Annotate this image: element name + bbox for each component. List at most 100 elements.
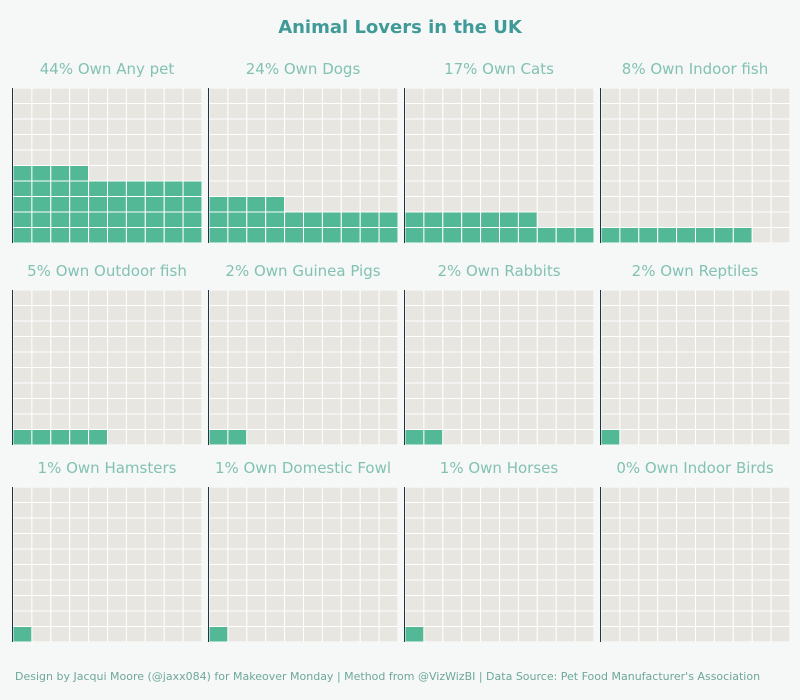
panel-label: 44% Own Any pet [39, 60, 175, 78]
waffle-cell-empty [125, 564, 146, 581]
waffle-cell-empty [770, 367, 790, 384]
waffle-cell-empty [405, 88, 425, 104]
waffle-cell-filled [182, 180, 202, 197]
waffle-cell-empty [182, 564, 202, 581]
waffle-cell-empty [638, 165, 659, 182]
waffle-cell-empty [209, 88, 229, 104]
waffle-cell-empty [638, 196, 659, 213]
waffle-cell-empty [144, 118, 165, 135]
waffle-cell-empty [405, 134, 425, 151]
waffle-cell-filled [517, 227, 538, 243]
waffle-cell-empty [107, 382, 127, 399]
waffle-cell-empty [499, 196, 519, 213]
waffle-cell-empty [69, 579, 90, 596]
waffle-cell-empty [499, 103, 519, 120]
waffle-cell-empty [676, 103, 696, 120]
waffle-cell-empty [536, 211, 557, 228]
waffle-cell-empty [378, 413, 398, 430]
waffle-cell-empty [695, 610, 715, 627]
waffle-cell-filled [144, 180, 165, 197]
waffle-cell-empty [461, 487, 482, 503]
waffle-cell-empty [144, 487, 165, 503]
waffle-cell-empty [536, 351, 557, 368]
waffle-panel [208, 290, 398, 445]
waffle-cell-empty [284, 626, 304, 642]
waffle-cell-empty [619, 626, 640, 642]
waffle-cell-empty [246, 134, 267, 151]
waffle-cell-empty [480, 103, 500, 120]
waffle-cell-empty [657, 88, 678, 104]
waffle-cell-empty [480, 413, 500, 430]
waffle-cell-empty [31, 533, 52, 550]
waffle-cell-empty [517, 548, 538, 565]
waffle-cell-empty [50, 487, 71, 503]
waffle-cell-empty [284, 579, 304, 596]
waffle-cell-empty [265, 579, 286, 596]
waffle-cell-empty [359, 180, 380, 197]
waffle-cell-empty [378, 336, 398, 353]
waffle-cell-empty [461, 88, 482, 104]
waffle-cell-empty [676, 367, 696, 384]
waffle-cell-filled [13, 626, 33, 642]
waffle-cell-empty [265, 487, 286, 503]
waffle-cell-empty [732, 429, 753, 445]
waffle-cell-empty [695, 517, 715, 534]
waffle-cell-empty [265, 149, 286, 166]
waffle-cell-filled [695, 227, 715, 243]
waffle-cell-empty [227, 290, 248, 306]
waffle-cell-empty [125, 290, 146, 306]
waffle-cell-empty [638, 487, 659, 503]
waffle-cell-empty [31, 413, 52, 430]
waffle-cell-empty [555, 367, 576, 384]
waffle-cell-empty [555, 149, 576, 166]
waffle-cell-empty [676, 595, 696, 612]
waffle-cell-empty [657, 595, 678, 612]
waffle-cell-filled [423, 227, 444, 243]
waffle-cell-empty [209, 118, 229, 135]
waffle-cell-empty [601, 336, 621, 353]
waffle-cell-empty [480, 626, 500, 642]
waffle-cell-filled [163, 227, 184, 243]
waffle-cell-empty [88, 320, 108, 337]
waffle-cell-empty [619, 134, 640, 151]
waffle-cell-empty [676, 517, 696, 534]
waffle-cell-empty [227, 398, 248, 415]
waffle-cell-empty [619, 564, 640, 581]
waffle-cell-empty [107, 548, 127, 565]
waffle-cell-empty [340, 320, 361, 337]
waffle-cell-empty [13, 398, 33, 415]
waffle-svg [209, 487, 398, 642]
waffle-cell-empty [499, 487, 519, 503]
waffle-svg [405, 88, 594, 243]
waffle-cell-empty [227, 502, 248, 519]
waffle-cell-empty [378, 564, 398, 581]
waffle-cell-empty [303, 196, 323, 213]
waffle-cell-empty [405, 564, 425, 581]
waffle-cell-empty [732, 336, 753, 353]
waffle-cell-empty [574, 320, 594, 337]
waffle-cell-empty [69, 487, 90, 503]
waffle-cell-empty [555, 180, 576, 197]
waffle-cell-empty [732, 502, 753, 519]
waffle-cell-empty [246, 517, 267, 534]
waffle-cell-empty [619, 196, 640, 213]
waffle-cell-empty [517, 320, 538, 337]
waffle-cell-empty [88, 564, 108, 581]
waffle-cell-empty [657, 413, 678, 430]
waffle-cell-empty [536, 134, 557, 151]
waffle-cell-empty [69, 502, 90, 519]
waffle-cell-empty [163, 290, 184, 306]
waffle-cell-empty [461, 548, 482, 565]
waffle-cell-empty [423, 134, 444, 151]
waffle-cell-empty [284, 487, 304, 503]
waffle-cell-empty [88, 165, 108, 182]
waffle-cell-empty [107, 429, 127, 445]
waffle-cell-empty [182, 118, 202, 135]
waffle-cell-empty [284, 320, 304, 337]
waffle-cell-empty [442, 351, 463, 368]
waffle-cell-empty [657, 320, 678, 337]
waffle-cell-empty [144, 548, 165, 565]
waffle-cell-empty [619, 579, 640, 596]
waffle-cell-empty [303, 398, 323, 415]
waffle-cell-empty [265, 320, 286, 337]
